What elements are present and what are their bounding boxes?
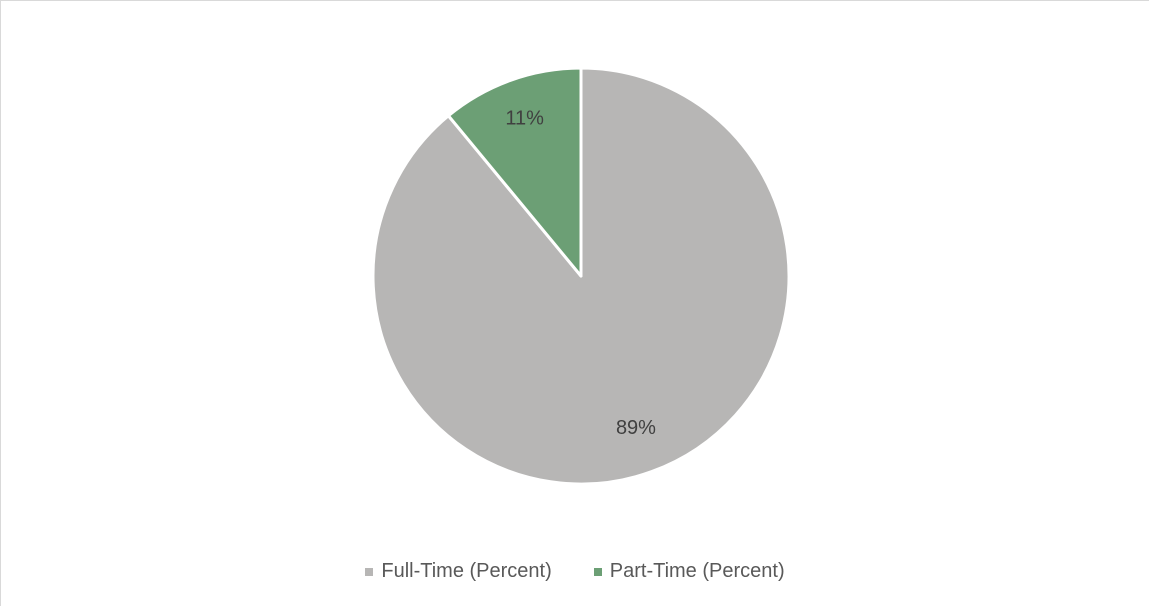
legend-item-full-time: Full-Time (Percent) xyxy=(365,560,552,583)
legend: Full-Time (Percent) Part-Time (Percent) xyxy=(0,560,1150,583)
legend-item-part-time: Part-Time (Percent) xyxy=(593,560,785,583)
legend-label-part-time: Part-Time (Percent) xyxy=(609,560,785,582)
legend-swatch-full-time xyxy=(365,567,374,576)
pie-slice-part-time xyxy=(446,66,583,278)
data-label-part-time: 11% xyxy=(505,108,544,130)
pie-slices xyxy=(371,66,791,486)
data-label-full-time: 89% xyxy=(616,417,656,439)
legend-swatch-part-time xyxy=(593,567,602,576)
legend-label-full-time: Full-Time (Percent) xyxy=(381,560,552,582)
pie-data-labels: 89% 11% xyxy=(505,108,656,439)
